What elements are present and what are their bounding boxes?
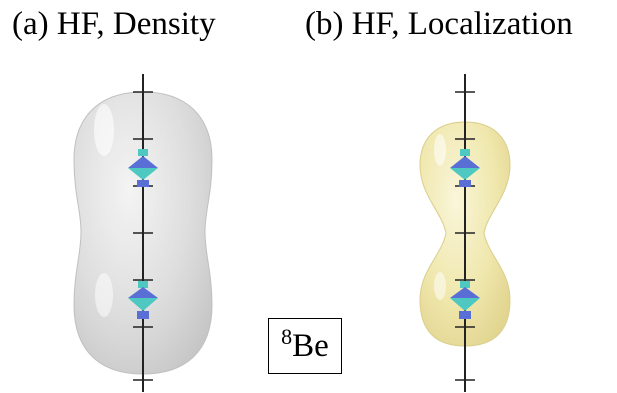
alpha-cluster-marker-upper: [450, 149, 480, 187]
localization-highlight: [434, 272, 446, 300]
localization-highlight: [434, 134, 446, 166]
density-highlight: [95, 273, 113, 317]
localization-panel: [419, 74, 511, 392]
density-panel: [73, 74, 213, 392]
element-symbol: Be: [292, 328, 329, 364]
alpha-cluster-marker-lower: [128, 281, 158, 319]
alpha-cluster-marker-lower: [450, 281, 480, 319]
panel-b-title: (b) HF, Localization: [305, 6, 573, 42]
mass-number: 8: [281, 324, 293, 349]
alpha-cluster-marker-upper: [128, 149, 158, 187]
panel-a-title: (a) HF, Density: [12, 6, 216, 42]
density-highlight: [94, 104, 114, 156]
nucleus-label: 8Be: [268, 318, 342, 374]
